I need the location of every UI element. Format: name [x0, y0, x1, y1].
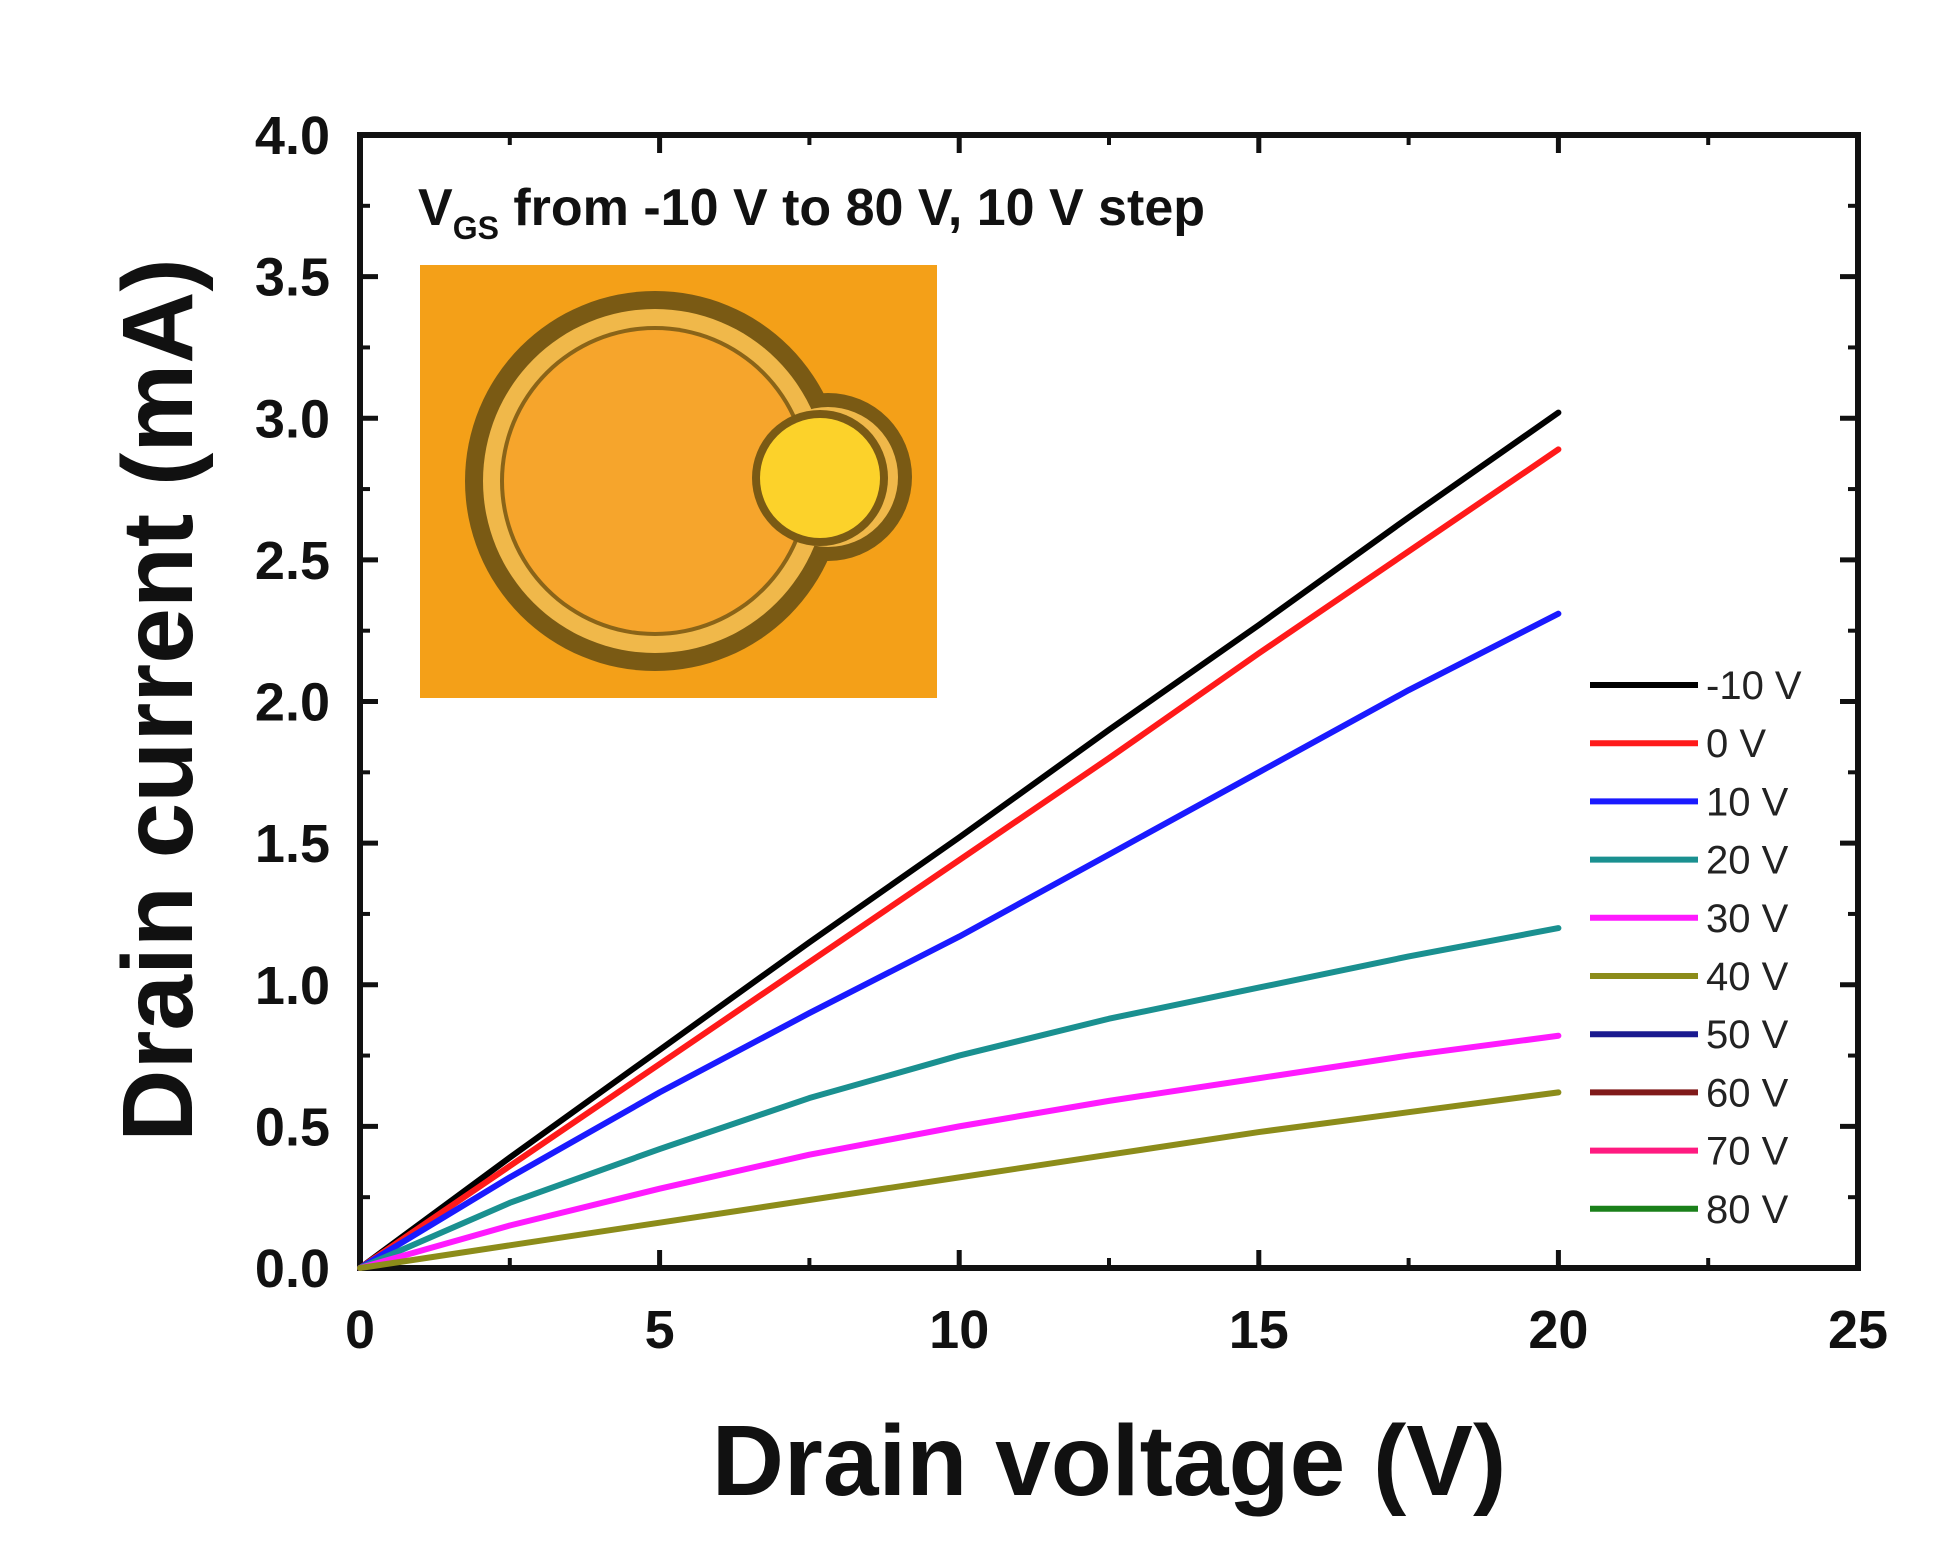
legend-label: 60 V — [1706, 1071, 1789, 1115]
y-axis-ticks — [360, 132, 1858, 1271]
series-layer — [357, 409, 1562, 1271]
series-line-neg10V — [357, 409, 1562, 1271]
y-tick-label: 2.0 — [255, 673, 330, 733]
y-tick-label: 1.5 — [255, 814, 330, 874]
y-tick-label: 3.5 — [255, 248, 330, 308]
y-tick-label: 1.0 — [255, 956, 330, 1016]
x-axis-title: Drain voltage (V) — [712, 1405, 1507, 1517]
legend-label: 70 V — [1706, 1130, 1789, 1174]
legend-label: 0 V — [1706, 722, 1766, 766]
vgs-annotation-suffix: from -10 V to 80 V, 10 V step — [499, 179, 1205, 237]
device-gate-pad-icon — [760, 418, 880, 538]
y-tick-label: 0.5 — [255, 1097, 330, 1157]
x-tick-label: 15 — [1229, 1300, 1289, 1360]
x-axis-ticks — [357, 135, 1861, 1268]
legend-label: -10 V — [1706, 664, 1802, 708]
legend-label: 30 V — [1706, 897, 1789, 941]
x-tick-label: 20 — [1528, 1300, 1588, 1360]
x-axis-tick-labels: 0 5 10 15 20 25 — [345, 1300, 1888, 1360]
series-line-20V — [357, 925, 1562, 1271]
vgs-annotation-subscript: GS — [453, 210, 499, 246]
legend-label: 80 V — [1706, 1188, 1789, 1232]
y-tick-label: 0.0 — [255, 1239, 330, 1299]
series-line-0V — [357, 446, 1562, 1271]
series-line-10V — [357, 610, 1562, 1271]
series-line-40V — [357, 1089, 1562, 1271]
series-line-30V — [357, 1032, 1562, 1271]
x-tick-label: 0 — [345, 1300, 375, 1360]
legend-label: 40 V — [1706, 955, 1789, 999]
y-axis-tick-labels: 0.0 0.5 1.0 1.5 2.0 2.5 3.0 3.5 4.0 — [255, 106, 330, 1299]
vgs-annotation: VGS from -10 V to 80 V, 10 V step — [418, 179, 1205, 246]
device-inner-area-icon — [504, 330, 806, 632]
y-tick-label: 2.5 — [255, 531, 330, 591]
inset-micrograph — [420, 265, 937, 698]
legend-label: 20 V — [1706, 839, 1789, 883]
vgs-annotation-prefix: V — [418, 179, 453, 237]
y-tick-label: 3.0 — [255, 389, 330, 449]
legend-label: 10 V — [1706, 780, 1789, 824]
x-tick-label: 5 — [645, 1300, 675, 1360]
y-axis-title: Drain current (mA) — [102, 258, 214, 1141]
legend-label: 50 V — [1706, 1013, 1789, 1057]
legend: -10 V 0 V 10 V 20 V 30 V 40 V 50 V 60 V 70 V 80 V — [1590, 664, 1802, 1232]
x-tick-label: 25 — [1828, 1300, 1888, 1360]
x-tick-label: 10 — [929, 1300, 989, 1360]
y-tick-label: 4.0 — [255, 106, 330, 166]
